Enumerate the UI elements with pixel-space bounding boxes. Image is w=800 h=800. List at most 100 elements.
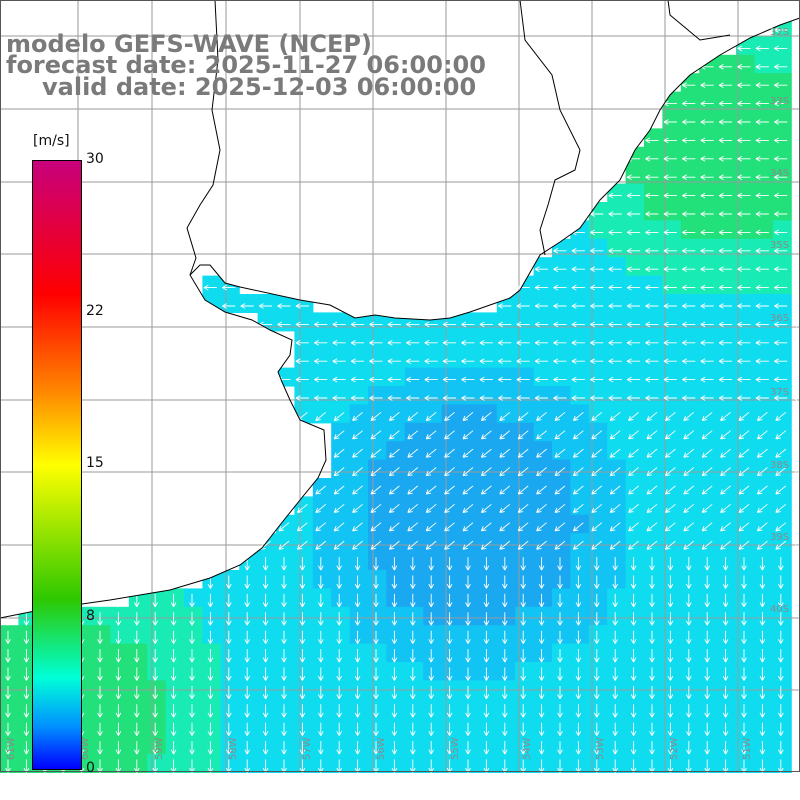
field-cell (607, 257, 627, 277)
wind-arrow (755, 248, 769, 254)
field-cell (754, 514, 774, 534)
wind-arrow (792, 340, 800, 346)
wind-arrow (336, 630, 342, 644)
field-cell (625, 606, 645, 626)
field-cell (257, 698, 277, 718)
field-cell (736, 606, 755, 626)
field-cell (754, 478, 774, 497)
wind-arrow (502, 667, 508, 681)
wind-arrow (369, 376, 383, 383)
wind-arrow (626, 229, 641, 236)
field-cell (294, 570, 314, 589)
field-cell (165, 698, 185, 718)
field-cell (717, 533, 737, 553)
wind-arrow (480, 503, 492, 513)
field-cell (331, 496, 351, 516)
field-cell (570, 625, 590, 645)
wind-arrow (759, 704, 766, 718)
wind-arrow (483, 741, 490, 755)
field-cell (165, 643, 185, 663)
wind-arrow (704, 557, 710, 571)
wind-arrow (645, 395, 659, 401)
field-cell (496, 330, 516, 350)
wind-arrow (391, 593, 398, 608)
field-cell (276, 312, 295, 332)
field-cell (423, 717, 443, 737)
field-cell (717, 698, 737, 718)
wind-arrow (626, 376, 641, 383)
lon-label: 60W (80, 737, 91, 760)
field-cell (680, 478, 700, 497)
wind-arrow (664, 411, 676, 421)
field-cell (717, 735, 737, 755)
field-cell (736, 441, 755, 461)
field-cell (570, 514, 590, 534)
field-cell (496, 496, 516, 516)
field-cell (257, 717, 277, 737)
field-cell (0, 625, 19, 645)
field-cell (625, 367, 645, 387)
wind-arrow (704, 685, 710, 700)
wind-arrow (534, 376, 549, 383)
wind-arrow (609, 430, 621, 440)
wind-arrow (755, 340, 769, 346)
field-cell (736, 735, 755, 755)
wind-arrow (663, 321, 677, 328)
wind-arrow (756, 430, 768, 440)
wind-arrow (759, 649, 766, 663)
field-cell (717, 441, 737, 461)
wind-arrow (446, 667, 453, 681)
wind-arrow (645, 303, 659, 309)
field-cell (496, 625, 516, 645)
field-cell (772, 643, 792, 663)
wind-arrow (480, 430, 492, 440)
field-cell (699, 275, 719, 295)
field-cell (607, 496, 627, 516)
wind-arrow (738, 467, 750, 477)
field-cell (699, 91, 719, 111)
field-cell (294, 367, 314, 387)
wind-arrow (502, 575, 508, 589)
wind-arrow (407, 522, 419, 532)
wind-arrow (718, 192, 733, 199)
wind-arrow (557, 722, 563, 736)
wind-arrow (354, 704, 361, 718)
wind-arrow (465, 722, 471, 736)
field-cell (533, 514, 553, 534)
wind-arrow (370, 467, 382, 477)
field-cell (441, 478, 461, 497)
wind-arrow (778, 630, 784, 644)
wind-arrow (737, 137, 751, 144)
field-cell (386, 754, 406, 773)
wind-arrow (792, 358, 800, 364)
field-cell (772, 146, 792, 166)
field-cell (607, 294, 627, 313)
wind-arrow (686, 704, 692, 718)
wind-arrow (517, 485, 529, 495)
field-cell (552, 330, 571, 350)
wind-arrow (170, 593, 177, 608)
field-cell (533, 275, 553, 295)
field-cell (607, 330, 627, 350)
field-cell (515, 404, 535, 424)
field-cell (772, 662, 792, 681)
field-cell (202, 662, 222, 681)
wind-arrow (465, 575, 471, 589)
wind-arrow (737, 358, 751, 364)
wind-arrow (646, 540, 658, 550)
wind-arrow (314, 376, 328, 383)
field-cell (662, 551, 682, 571)
wind-arrow (626, 266, 641, 272)
wind-arrow (553, 284, 567, 291)
field-cell (404, 349, 424, 369)
wind-arrow (97, 630, 103, 644)
wind-arrow (23, 612, 30, 626)
wind-arrow (502, 557, 508, 571)
field-cell (736, 514, 755, 534)
wind-arrow (388, 448, 400, 458)
wind-arrow (461, 340, 475, 346)
field-cell (404, 717, 424, 737)
wind-arrow (520, 685, 526, 700)
field-cell (386, 422, 406, 442)
field-cell (368, 441, 387, 461)
